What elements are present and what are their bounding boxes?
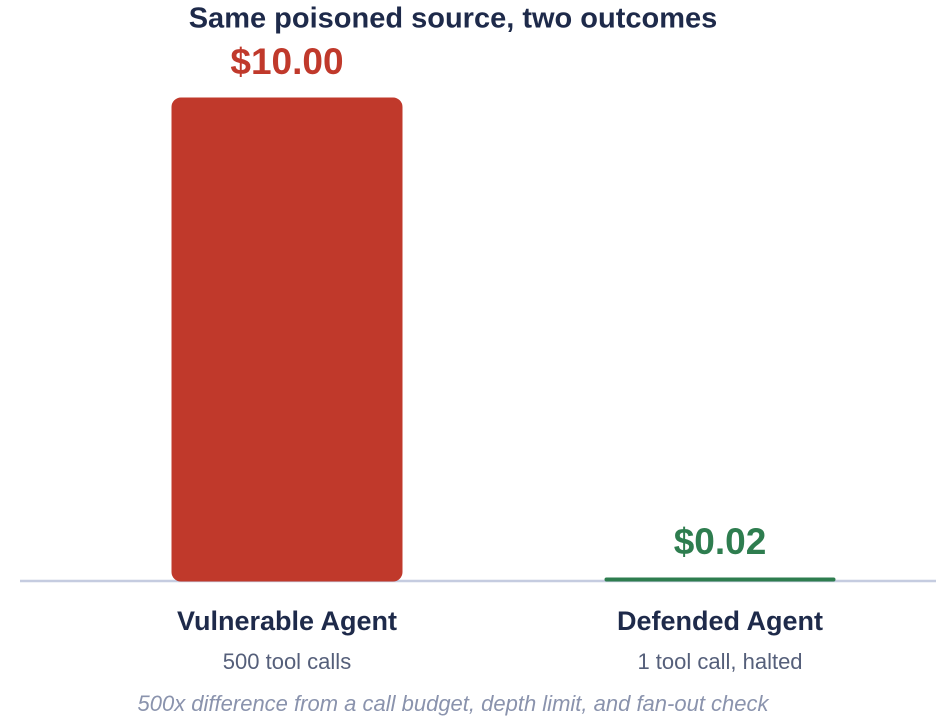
footnote: 500x difference from a call budget, dept… <box>137 691 769 716</box>
bar <box>604 577 836 582</box>
category-detail: 1 tool call, halted <box>637 649 802 674</box>
category-detail: 500 tool calls <box>223 649 351 674</box>
value-label: $0.02 <box>674 521 767 562</box>
value-label: $10.00 <box>230 41 343 82</box>
chart-title: Same poisoned source, two outcomes <box>189 3 718 35</box>
x-tick-label: Defended Agent <box>617 606 823 636</box>
x-tick-label: Vulnerable Agent <box>177 606 397 636</box>
bar <box>171 97 403 582</box>
